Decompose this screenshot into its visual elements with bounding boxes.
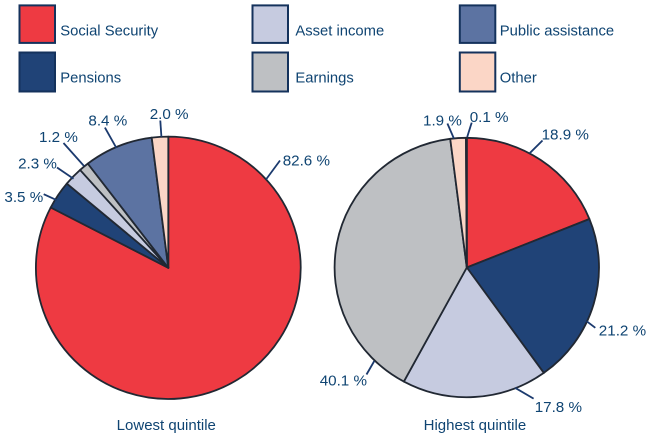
svg-text:Earnings: Earnings bbox=[295, 71, 353, 87]
svg-text:17.8 %: 17.8 % bbox=[535, 399, 582, 416]
svg-text:40.1 %: 40.1 % bbox=[320, 372, 367, 389]
svg-text:2.3 %: 2.3 % bbox=[18, 155, 57, 172]
svg-text:21.2 %: 21.2 % bbox=[599, 323, 646, 340]
svg-text:Pensions: Pensions bbox=[60, 71, 121, 87]
svg-text:1.9 %: 1.9 % bbox=[423, 113, 462, 130]
svg-text:Social Security: Social Security bbox=[60, 23, 158, 39]
svg-text:3.5 %: 3.5 % bbox=[4, 189, 43, 206]
svg-text:18.9 %: 18.9 % bbox=[542, 127, 589, 144]
svg-text:Highest quintile: Highest quintile bbox=[424, 417, 527, 434]
svg-text:1.2 %: 1.2 % bbox=[39, 129, 78, 146]
svg-text:0.1 %: 0.1 % bbox=[470, 109, 509, 126]
svg-text:2.0 %: 2.0 % bbox=[150, 106, 189, 123]
svg-text:Asset income: Asset income bbox=[295, 23, 384, 39]
svg-text:Public assistance: Public assistance bbox=[500, 23, 614, 39]
svg-text:Lowest quintile: Lowest quintile bbox=[117, 417, 216, 434]
svg-text:8.4 %: 8.4 % bbox=[88, 112, 127, 129]
svg-text:Other: Other bbox=[500, 71, 537, 87]
svg-text:82.6 %: 82.6 % bbox=[283, 153, 330, 170]
